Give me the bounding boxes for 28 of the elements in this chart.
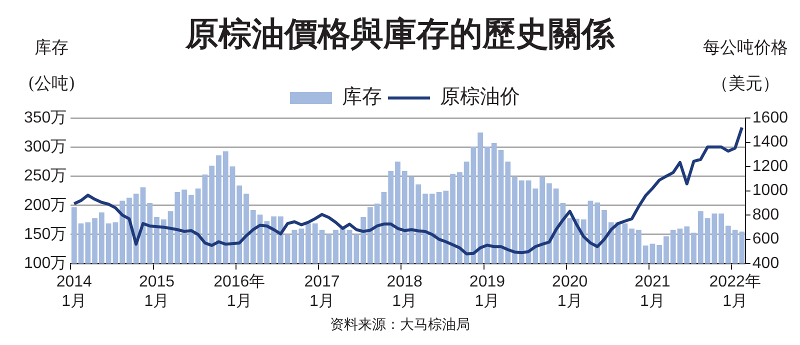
x-tick-label: 2015 1月 <box>138 274 175 310</box>
x-tick-label: 2016年 1月 <box>214 274 266 310</box>
x-tick-label: 2020 1月 <box>552 274 588 310</box>
chart-title: 原棕油價格與庫存的歷史關係 <box>186 14 614 53</box>
y-tick-label: 350万 <box>24 109 67 126</box>
y-axis-title: 库存(公吨) <box>28 37 76 96</box>
x-tick-label: 2018 1月 <box>386 274 423 310</box>
y-tick-label: 200万 <box>24 196 67 214</box>
y2-tick-label: 1000 <box>752 182 788 200</box>
x-tick-label: 2017 1月 <box>304 274 340 310</box>
y-tick-label: 250万 <box>24 168 67 185</box>
y2-tick-label: 400 <box>752 255 780 272</box>
x-tick-label: 2021 1月 <box>634 274 670 310</box>
y-tick-label: 100万 <box>24 255 67 272</box>
legend-label: 原棕油价 <box>440 84 520 108</box>
y2-tick-label: 1600 <box>752 109 788 126</box>
legend-label: 库存 <box>342 84 382 108</box>
text: 资料来源：大马棕油局 <box>329 316 471 334</box>
x-tick-label: 2014 1月 <box>56 274 92 310</box>
x-tick-label: 2019 1月 <box>469 274 506 310</box>
y-tick-label: 150万 <box>24 226 67 243</box>
y2-tick-label: 1400 <box>752 134 788 151</box>
x-tick-label: 2022年 1月 <box>709 274 761 310</box>
y2-axis-title: 每公吨价格（美元） <box>703 37 788 96</box>
y-tick-label: 300万 <box>24 138 67 156</box>
y2-tick-label: 1200 <box>752 158 788 175</box>
y2-tick-label: 800 <box>752 206 780 224</box>
y2-tick-label: 600 <box>752 230 780 248</box>
